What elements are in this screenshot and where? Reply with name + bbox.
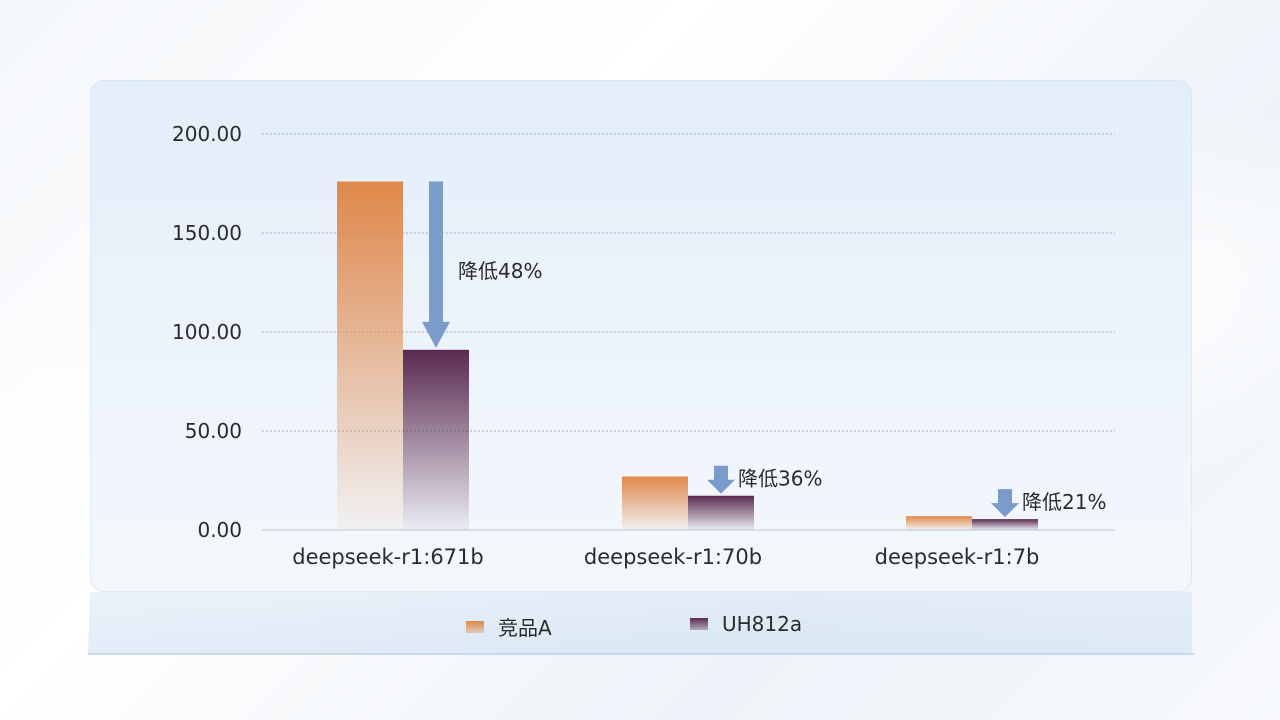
legend-item-competitor: 竞品A: [466, 612, 552, 641]
legend-item-uh812a: UH812a: [690, 612, 802, 636]
x-category-label: deepseek-r1:70b: [584, 545, 762, 569]
legend: 竞品A UH812a: [0, 612, 1280, 640]
legend-label-uh812a: UH812a: [722, 612, 803, 636]
reduction-arrow-1: [707, 465, 735, 494]
bar-competitor-1: [622, 476, 688, 530]
reduction-label-0: 降低48%: [458, 259, 542, 283]
bar-uh812a-2: [972, 519, 1038, 530]
legend-swatch-competitor: [466, 620, 484, 633]
reduction-arrows: 降低48% 降低36% 降低21%: [422, 181, 1106, 518]
x-axis-categories: deepseek-r1:671b deepseek-r1:70b deepseek-…: [292, 545, 1039, 569]
bar-competitor-2: [906, 516, 972, 530]
reduction-arrow-2: [991, 489, 1019, 518]
legend-label-competitor: 竞品A: [498, 616, 552, 640]
y-tick-label: 150.00: [172, 221, 242, 245]
bar-uh812a-0: [403, 349, 469, 530]
y-tick-label: 100.00: [172, 320, 242, 344]
x-category-label: deepseek-r1:7b: [875, 545, 1040, 569]
bars: [337, 181, 1038, 530]
reduction-label-2: 降低21%: [1022, 490, 1106, 514]
y-tick-label: 0.00: [197, 518, 242, 542]
y-tick-label: 200.00: [172, 122, 242, 146]
y-tick-label: 50.00: [185, 419, 242, 443]
bar-competitor-0: [337, 181, 403, 530]
bar-uh812a-1: [688, 495, 754, 530]
reduction-arrow-0: [422, 181, 450, 348]
y-axis-ticks: 0.00 50.00 100.00 150.00 200.00: [172, 122, 242, 542]
legend-swatch-uh812a: [690, 618, 708, 630]
x-category-label: deepseek-r1:671b: [292, 545, 484, 569]
panel-floor: [88, 592, 1194, 655]
reduction-label-1: 降低36%: [738, 467, 822, 491]
